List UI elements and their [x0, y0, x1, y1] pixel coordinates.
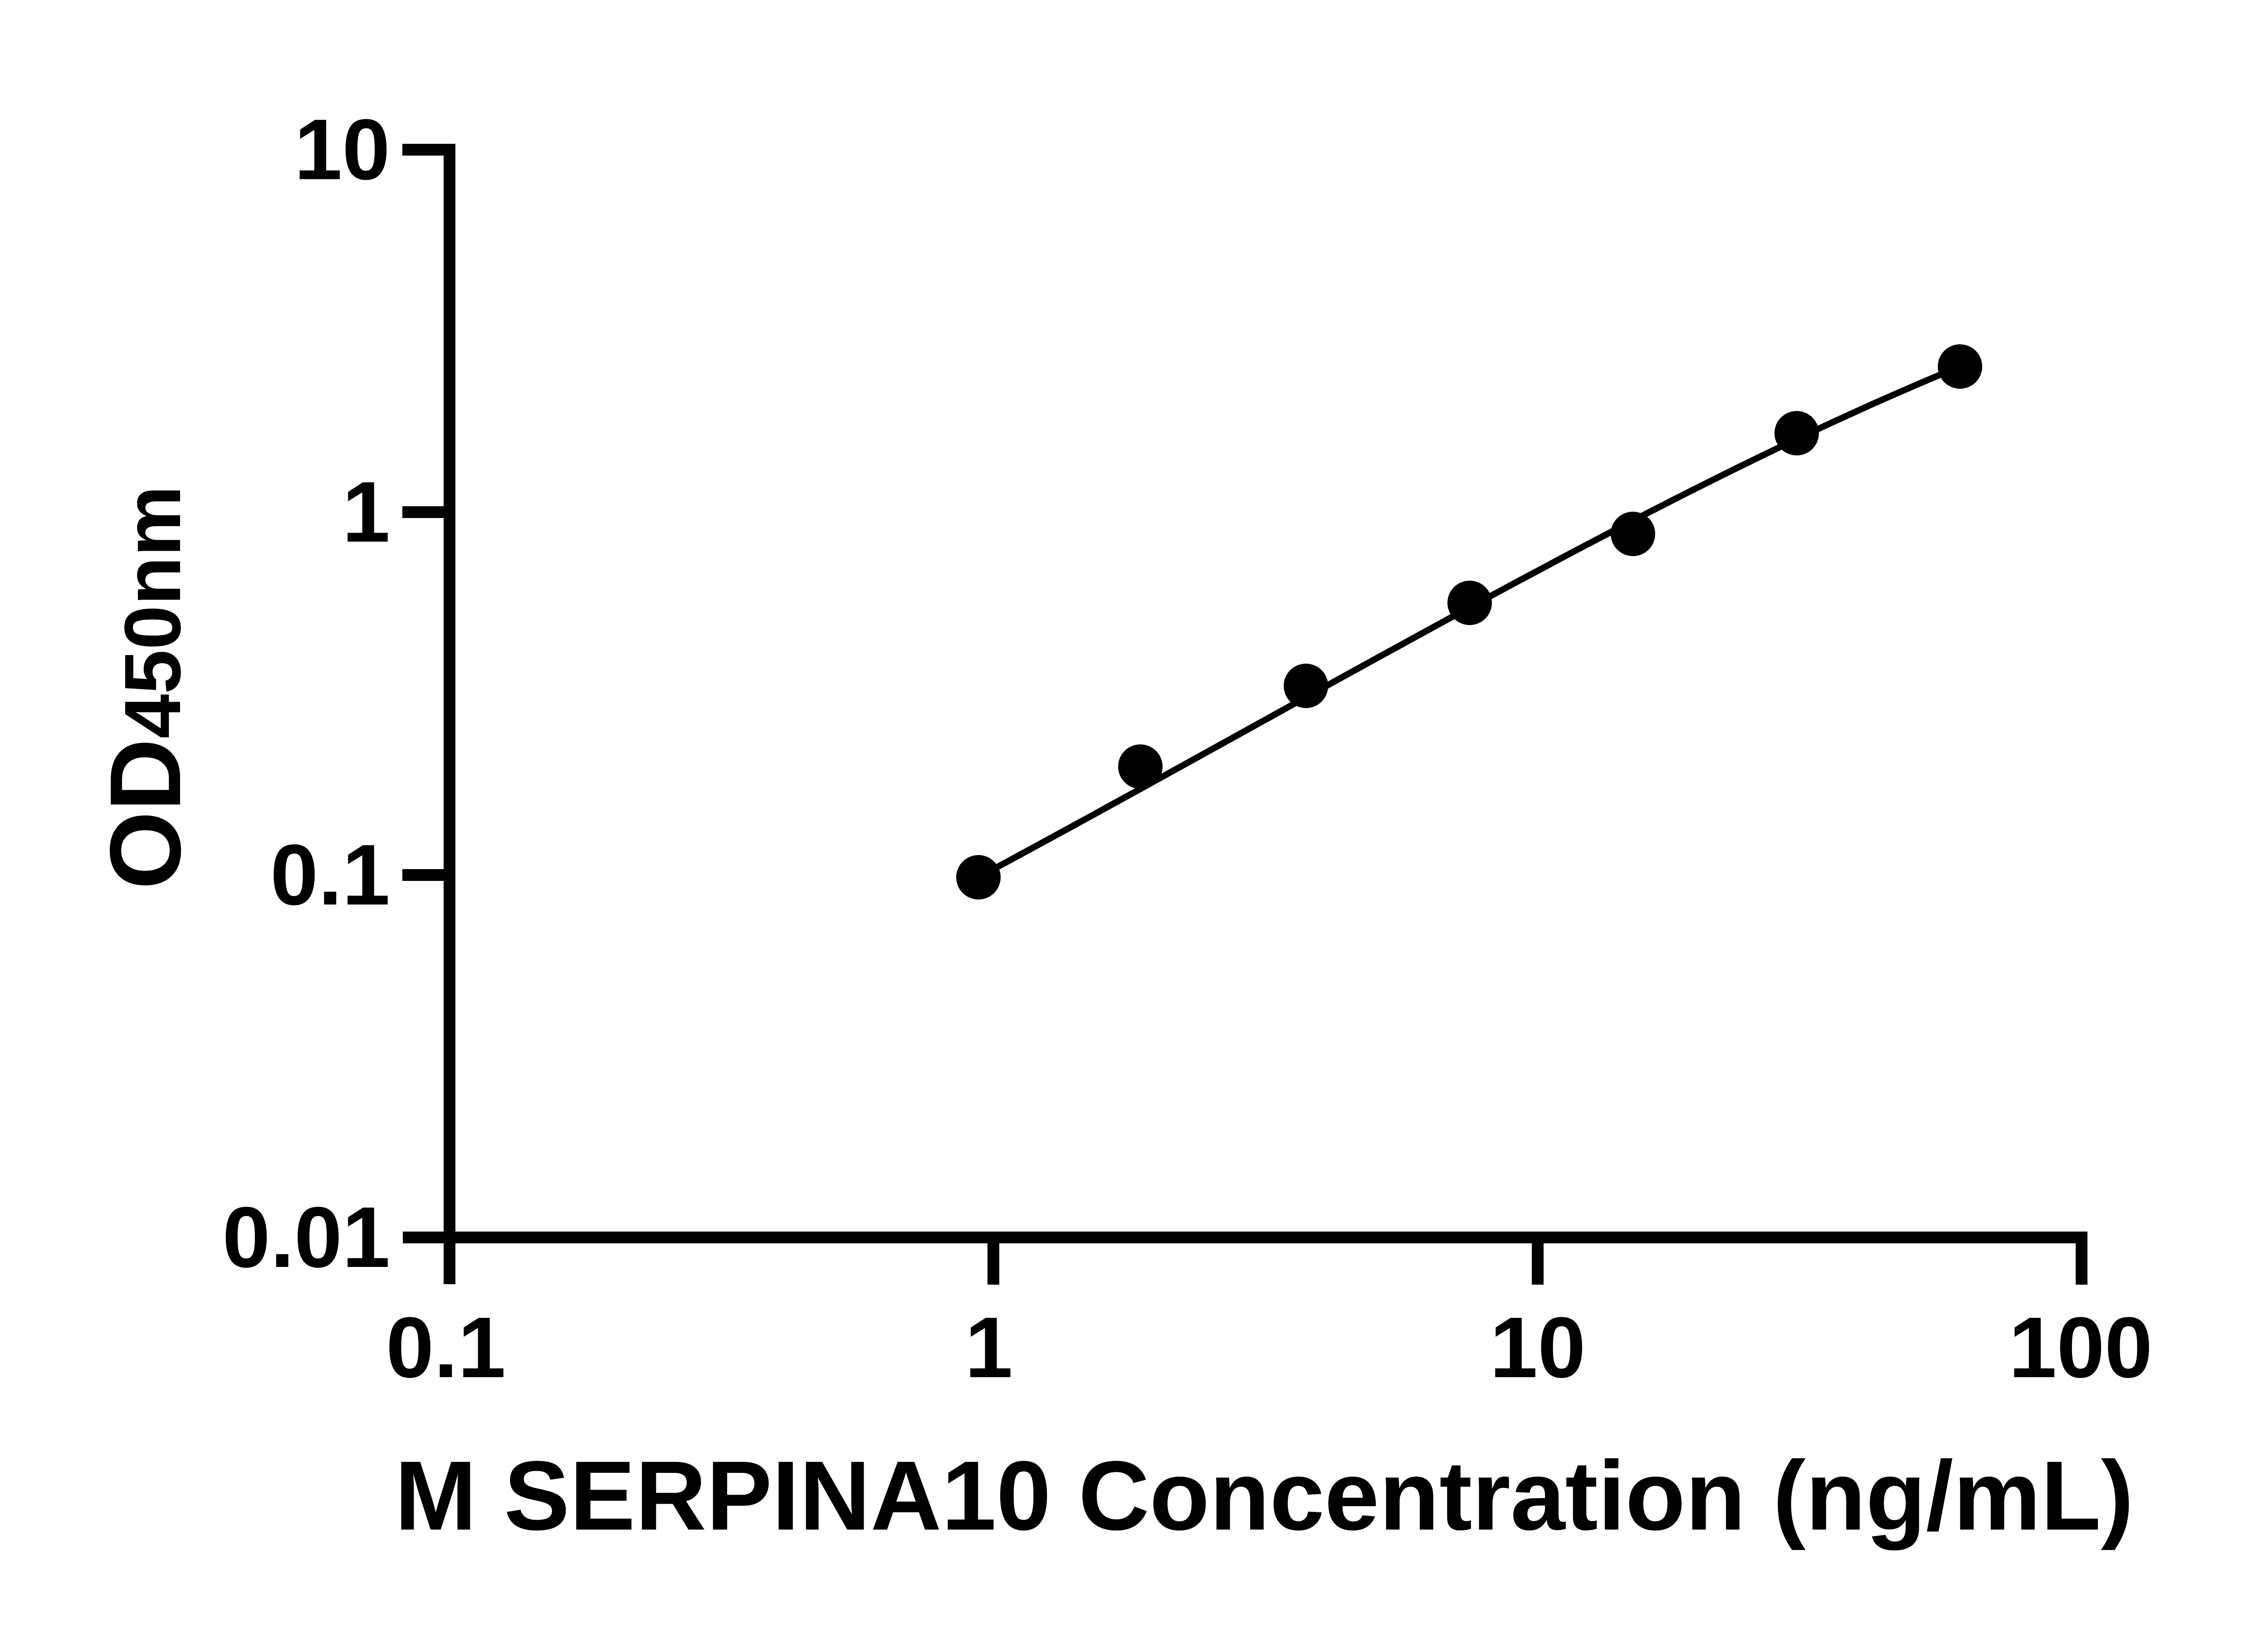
svg-text:100: 100: [2009, 1300, 2152, 1396]
svg-text:M SERPINA10 Concentration (ng/: M SERPINA10 Concentration (ng/mL): [395, 1441, 2134, 1550]
svg-text:OD450nm: OD450nm: [89, 485, 202, 890]
svg-text:0.1: 0.1: [386, 1300, 506, 1396]
svg-text:1: 1: [965, 1300, 1013, 1396]
svg-text:10: 10: [1490, 1300, 1585, 1396]
svg-text:10: 10: [294, 102, 390, 198]
svg-text:0.1: 0.1: [270, 827, 390, 923]
svg-text:0.01: 0.01: [222, 1189, 390, 1286]
svg-text:1: 1: [342, 464, 390, 560]
